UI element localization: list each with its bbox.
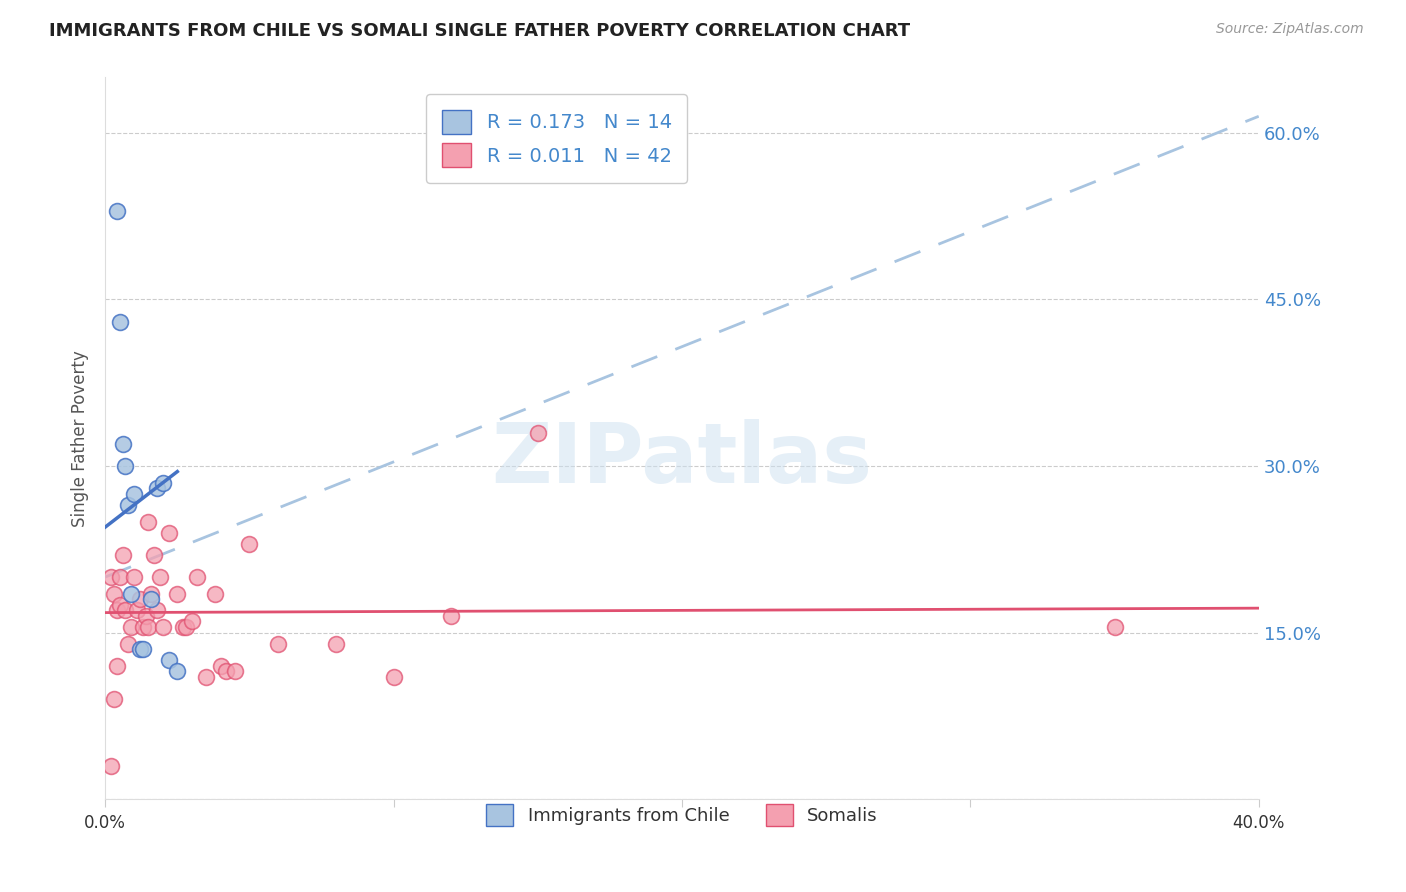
Point bbox=[195, 670, 218, 684]
Point bbox=[114, 603, 136, 617]
Point bbox=[143, 548, 166, 562]
Point bbox=[204, 587, 226, 601]
Point bbox=[117, 498, 139, 512]
Point bbox=[108, 598, 131, 612]
Point bbox=[120, 587, 142, 601]
Point bbox=[224, 665, 246, 679]
Point bbox=[138, 620, 160, 634]
Point bbox=[108, 315, 131, 329]
Point bbox=[131, 620, 153, 634]
Point bbox=[122, 570, 145, 584]
Point bbox=[238, 537, 260, 551]
Point bbox=[138, 515, 160, 529]
Point bbox=[146, 603, 169, 617]
Legend: Immigrants from Chile, Somalis: Immigrants from Chile, Somalis bbox=[479, 797, 884, 833]
Point bbox=[111, 548, 134, 562]
Point bbox=[111, 437, 134, 451]
Point bbox=[105, 659, 128, 673]
Point bbox=[526, 425, 548, 440]
Point bbox=[149, 570, 172, 584]
Point bbox=[180, 615, 202, 629]
Text: Source: ZipAtlas.com: Source: ZipAtlas.com bbox=[1216, 22, 1364, 37]
Point bbox=[125, 603, 148, 617]
Y-axis label: Single Father Poverty: Single Father Poverty bbox=[72, 350, 89, 526]
Point bbox=[108, 570, 131, 584]
Point bbox=[440, 608, 463, 623]
Point bbox=[382, 670, 405, 684]
Point bbox=[105, 203, 128, 218]
Point bbox=[141, 592, 163, 607]
Point bbox=[117, 637, 139, 651]
Point bbox=[157, 525, 180, 540]
Point bbox=[152, 475, 174, 490]
Point bbox=[152, 620, 174, 634]
Text: ZIPatlas: ZIPatlas bbox=[492, 419, 873, 500]
Point bbox=[128, 592, 150, 607]
Point bbox=[141, 587, 163, 601]
Point bbox=[105, 603, 128, 617]
Point bbox=[166, 665, 188, 679]
Point bbox=[166, 587, 188, 601]
Point bbox=[1104, 620, 1126, 634]
Point bbox=[114, 458, 136, 473]
Point bbox=[100, 759, 122, 773]
Point bbox=[103, 587, 125, 601]
Point bbox=[267, 637, 290, 651]
Point bbox=[128, 642, 150, 657]
Point bbox=[325, 637, 347, 651]
Point bbox=[186, 570, 208, 584]
Point bbox=[103, 692, 125, 706]
Text: IMMIGRANTS FROM CHILE VS SOMALI SINGLE FATHER POVERTY CORRELATION CHART: IMMIGRANTS FROM CHILE VS SOMALI SINGLE F… bbox=[49, 22, 910, 40]
Point bbox=[172, 620, 194, 634]
Point bbox=[120, 620, 142, 634]
Point bbox=[146, 481, 169, 495]
Point bbox=[157, 653, 180, 667]
Point bbox=[100, 570, 122, 584]
Point bbox=[209, 659, 232, 673]
Point bbox=[122, 487, 145, 501]
Point bbox=[215, 665, 238, 679]
Point bbox=[135, 608, 157, 623]
Point bbox=[131, 642, 153, 657]
Point bbox=[174, 620, 197, 634]
